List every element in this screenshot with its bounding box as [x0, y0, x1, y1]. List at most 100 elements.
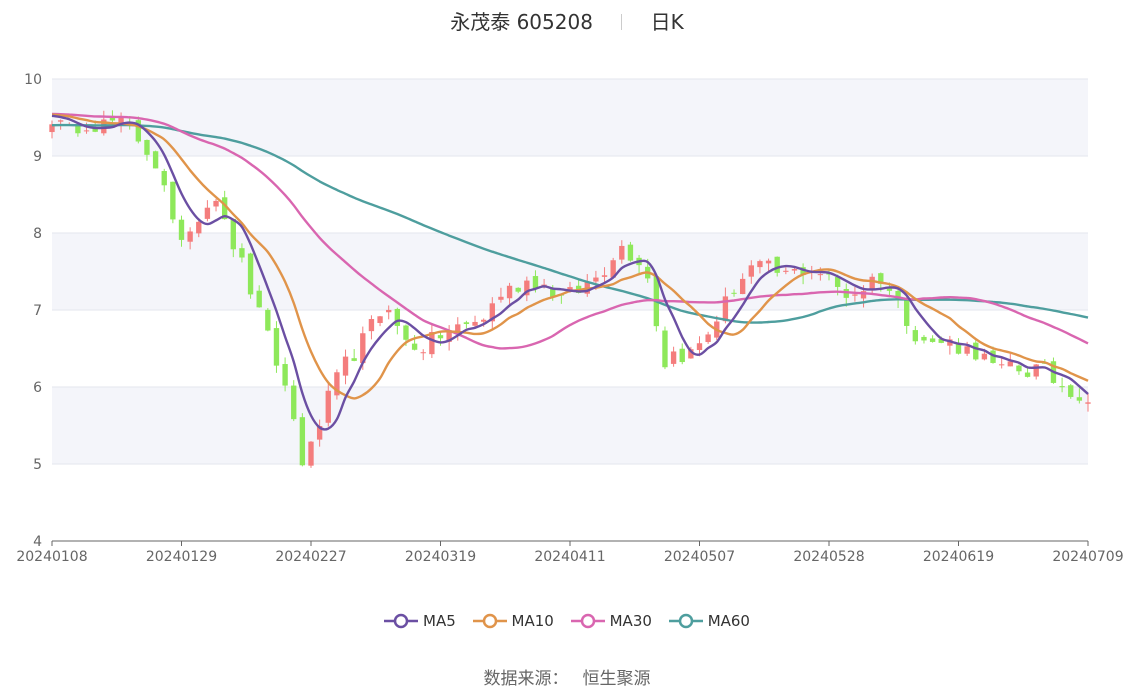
legend-item-ma60[interactable]: MA60: [668, 612, 750, 630]
candle-body: [213, 200, 219, 207]
candle-body: [783, 270, 789, 272]
legend-item-ma10[interactable]: MA10: [472, 612, 554, 630]
candle-body: [394, 308, 401, 326]
candle-body: [748, 265, 754, 277]
candle-body: [429, 331, 435, 355]
candle-body: [265, 309, 271, 331]
candle-body: [92, 128, 98, 132]
grid-band: [52, 387, 1088, 464]
candle-body: [532, 276, 539, 290]
candle-body: [239, 248, 245, 258]
candle-body: [834, 277, 841, 287]
source-value: 恒生聚源: [582, 669, 651, 689]
candle-body: [981, 353, 988, 360]
candle-body: [273, 328, 280, 366]
data-source: 数据来源： 恒生聚源: [0, 664, 1134, 689]
legend-ma10-icon: [472, 613, 507, 629]
stock-code: 605208: [516, 10, 593, 34]
candle-body: [420, 352, 426, 354]
candle-body: [627, 244, 634, 261]
candle-body: [489, 303, 495, 322]
y-tick-label: 4: [33, 534, 42, 550]
candle-body: [351, 358, 357, 361]
candle-body: [247, 253, 254, 295]
candle-body: [912, 330, 919, 342]
candle-body: [904, 298, 910, 326]
candle-body: [791, 269, 798, 271]
grid-band: [52, 156, 1088, 233]
candle-body: [800, 267, 806, 276]
candle-body: [446, 330, 452, 342]
x-tick-label: 20240319: [405, 549, 476, 565]
candle-body: [178, 219, 185, 240]
candle-body: [1016, 365, 1022, 372]
legend-label-ma60: MA60: [707, 612, 750, 630]
legend: MA5 MA10 MA30 MA60: [0, 612, 1134, 633]
candle-body: [567, 287, 573, 292]
candle-body: [869, 276, 875, 291]
candle-body: [463, 322, 470, 325]
candle-body: [817, 274, 824, 276]
legend-item-ma30[interactable]: MA30: [570, 612, 652, 630]
candle-body: [515, 287, 521, 292]
candle-body: [990, 350, 996, 363]
candle-body: [204, 207, 211, 219]
candle-body: [161, 171, 167, 186]
candle-body: [403, 325, 409, 340]
candle-body: [852, 294, 858, 296]
candle-body: [187, 231, 193, 242]
legend-label-ma10: MA10: [511, 612, 554, 630]
candle-body: [472, 321, 478, 326]
title-divider: [621, 14, 623, 30]
candle-body: [437, 335, 444, 339]
candle-body: [601, 275, 608, 277]
y-tick-label: 6: [33, 380, 42, 396]
legend-item-ma5[interactable]: MA5: [384, 612, 456, 630]
candle-body: [921, 336, 927, 341]
candle-body: [886, 286, 893, 291]
candle-body: [938, 339, 944, 343]
candle-body: [705, 334, 711, 343]
candle-body: [109, 117, 116, 121]
candle-body: [316, 425, 323, 440]
candle-body: [256, 290, 262, 308]
candle-body: [955, 343, 962, 354]
candle-body: [860, 291, 867, 299]
candle-body: [679, 348, 685, 363]
legend-label-ma5: MA5: [423, 612, 456, 630]
candle-body: [1007, 361, 1013, 367]
candle-body: [1076, 397, 1083, 401]
candle-body: [480, 319, 487, 322]
candle-body: [144, 139, 150, 155]
y-tick-label: 10: [24, 72, 42, 88]
x-tick-label: 20240108: [16, 549, 87, 565]
candle-body: [670, 351, 677, 364]
candle-body: [774, 256, 780, 273]
candle-body: [342, 356, 349, 376]
candle-body: [368, 319, 375, 332]
candle-body: [135, 120, 142, 142]
candle-body: [506, 285, 513, 299]
candle-body: [57, 120, 64, 122]
x-tick-label: 20240411: [534, 549, 605, 565]
legend-ma30-icon: [570, 613, 605, 629]
candle-body: [964, 346, 970, 354]
legend-ma60-icon: [668, 613, 703, 629]
grid-band: [52, 310, 1088, 387]
x-tick-label: 20240129: [146, 549, 217, 565]
candle-body: [662, 330, 668, 368]
candle-body: [550, 288, 556, 298]
candle-body: [152, 151, 159, 169]
y-tick-label: 8: [33, 226, 42, 242]
candle-body: [929, 338, 936, 342]
candle-body: [291, 385, 297, 420]
chart-title: 永茂泰 605208 日K: [0, 6, 1134, 35]
candle-body: [524, 280, 530, 296]
candle-body: [1085, 402, 1091, 404]
candle-body: [947, 339, 953, 346]
candle-body: [230, 218, 236, 250]
candle-body: [696, 343, 703, 350]
grid-band: [52, 233, 1088, 310]
candle-body: [593, 277, 599, 282]
y-tick-label: 7: [33, 303, 42, 319]
